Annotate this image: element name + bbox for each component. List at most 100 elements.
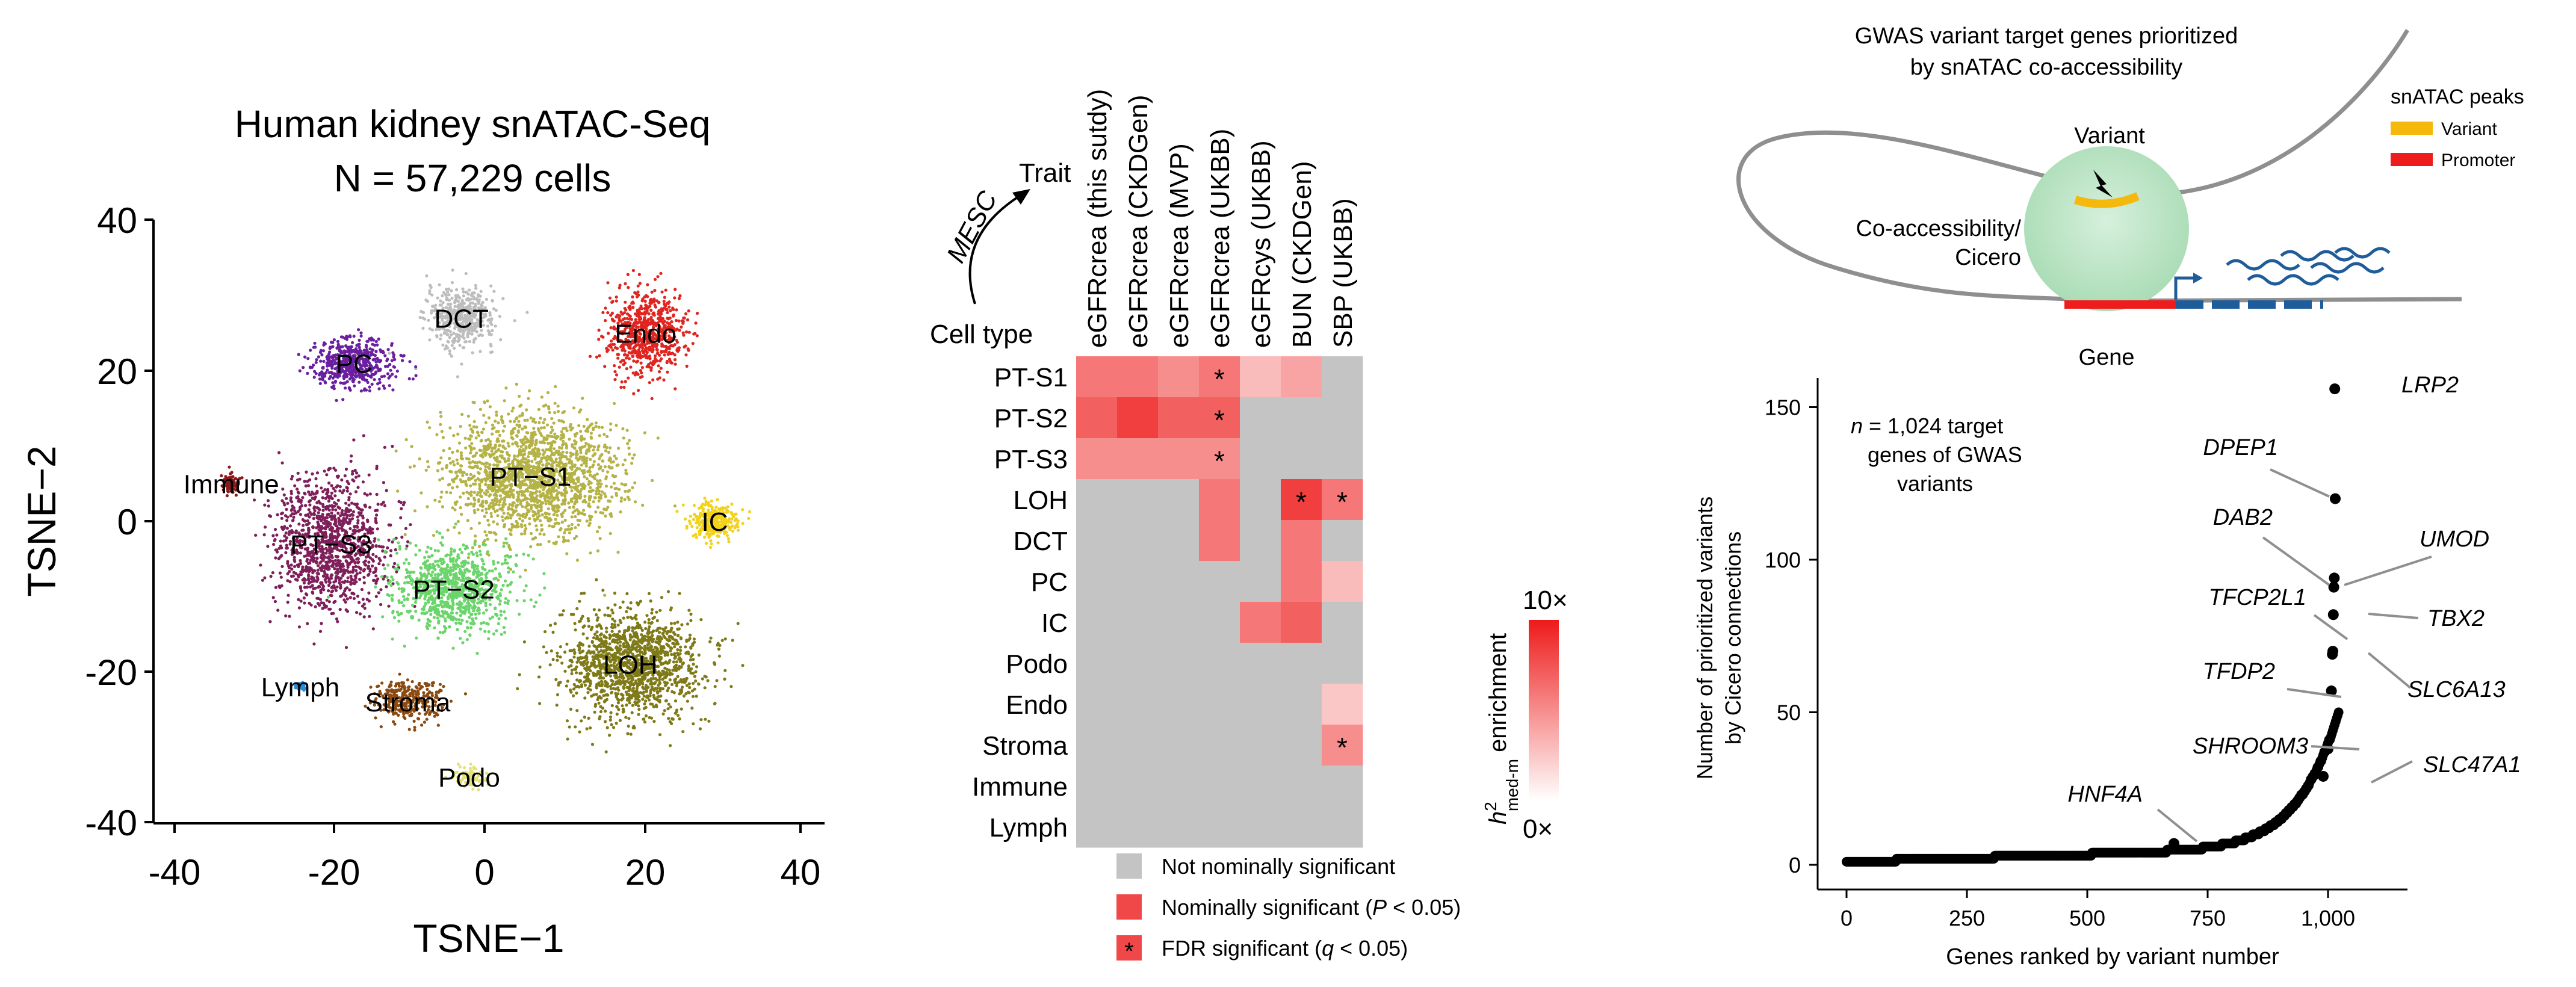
tsne-point	[352, 438, 356, 442]
tsne-point	[574, 434, 577, 438]
tsne-point	[305, 569, 308, 573]
tsne-point	[593, 496, 597, 500]
tsne-point	[686, 318, 690, 322]
tsne-point	[494, 419, 497, 423]
tsne-point	[673, 504, 677, 508]
tsne-point	[621, 322, 624, 326]
tsne-point	[443, 315, 447, 318]
tsne-point	[659, 367, 663, 370]
tsne-point	[339, 349, 343, 353]
tsne-point	[461, 474, 465, 477]
tsne-point	[673, 296, 677, 300]
tsne-point	[636, 312, 640, 316]
tsne-point	[565, 451, 569, 454]
tsne-point	[377, 591, 380, 595]
tsne-point	[453, 508, 457, 512]
tsne-point	[692, 518, 695, 521]
tsne-point	[468, 288, 471, 292]
tsne-point	[553, 401, 557, 405]
tsne-point	[472, 297, 476, 301]
tsne-point	[535, 494, 539, 498]
tsne-point	[655, 299, 659, 303]
tsne-point	[351, 341, 355, 344]
tsne-point	[424, 298, 428, 302]
tsne-point	[457, 441, 462, 445]
tsne-point	[330, 573, 334, 577]
tsne-point	[344, 386, 347, 390]
tsne-point	[345, 480, 349, 483]
tsne-point	[338, 485, 342, 489]
tsne-point	[441, 436, 445, 439]
tsne-point	[648, 381, 651, 385]
tsne-point	[533, 457, 537, 461]
tsne-point	[571, 426, 575, 430]
tsne-point	[491, 447, 494, 450]
tsne-point	[297, 625, 301, 629]
tsne-point	[386, 546, 389, 550]
tsne-point	[654, 354, 657, 357]
tsne-point	[339, 577, 343, 580]
tsne-point	[666, 317, 670, 321]
tsne-point	[600, 425, 604, 429]
tsne-point	[280, 512, 284, 515]
tsne-point	[513, 454, 516, 458]
tsne-point	[362, 370, 367, 373]
tsne-point	[335, 372, 339, 376]
tsne-point	[507, 412, 510, 416]
tsne-point	[263, 503, 267, 507]
tsne-point	[532, 454, 536, 457]
tsne-point	[347, 503, 351, 507]
tsne-point	[353, 384, 356, 388]
tsne-point	[545, 493, 549, 497]
tsne-point	[603, 365, 607, 368]
tsne-point	[285, 527, 289, 530]
tsne-point	[477, 434, 481, 438]
tsne-point	[478, 407, 482, 411]
tsne-point	[468, 315, 472, 318]
tsne-point	[501, 297, 505, 300]
tsne-point	[489, 505, 493, 509]
tsne-point	[439, 337, 442, 341]
tsne-point	[525, 504, 529, 508]
tsne-point	[332, 372, 336, 376]
tsne-point	[441, 318, 444, 322]
tsne-point	[545, 423, 550, 427]
tsne-point	[342, 374, 345, 379]
tsne-point	[592, 500, 595, 504]
tsne-point	[339, 595, 342, 598]
tsne-point	[391, 351, 395, 354]
tsne-point	[479, 325, 483, 329]
tsne-point	[311, 497, 315, 500]
tsne-point	[621, 427, 625, 431]
tsne-point	[565, 429, 569, 433]
tsne-point	[418, 315, 422, 320]
tsne-point	[476, 508, 480, 512]
tsne-point	[502, 512, 506, 515]
tsne-point	[555, 435, 559, 439]
tsne-point	[394, 548, 397, 552]
tsne-point	[620, 496, 624, 500]
tsne-point	[321, 503, 325, 506]
tsne-point	[320, 519, 323, 523]
tsne-point	[497, 503, 501, 507]
tsne-point	[553, 447, 556, 451]
tsne-point	[460, 362, 463, 366]
tsne-panel: Human kidney snATAC-Seq N = 57,229 cells…	[19, 102, 825, 961]
tsne-point	[656, 275, 660, 279]
tsne-point	[555, 510, 559, 513]
tsne-point	[631, 268, 635, 273]
tsne-point	[563, 518, 567, 522]
tsne-point	[469, 448, 473, 452]
tsne-point	[293, 565, 297, 568]
tsne-point	[376, 577, 380, 581]
tsne-point	[574, 482, 578, 486]
tsne-point	[652, 362, 655, 365]
tsne-point	[455, 458, 459, 462]
tsne-point	[667, 305, 671, 309]
tsne-point	[480, 430, 484, 434]
tsne-point	[348, 356, 351, 360]
tsne-point	[655, 321, 659, 326]
tsne-point	[332, 338, 336, 342]
tsne-point	[313, 341, 317, 345]
